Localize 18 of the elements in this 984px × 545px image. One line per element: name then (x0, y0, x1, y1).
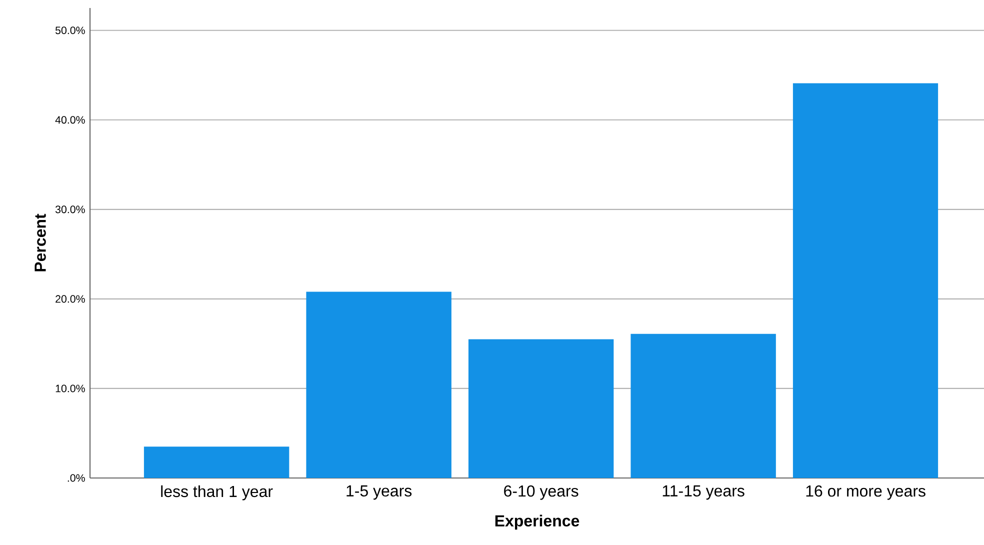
x-tick-label: less than 1 year (161, 485, 273, 500)
y-tick-label: 20.0% (56, 295, 85, 303)
bar (144, 446, 290, 478)
y-tick-label: 10.0% (56, 384, 85, 392)
bar (792, 83, 938, 478)
y-tick-label: 40.0% (55, 116, 85, 124)
bar (306, 292, 452, 478)
bar (468, 339, 614, 478)
bar (630, 334, 776, 478)
x-tick-label: 11-15 years (662, 485, 744, 500)
x-tick-label: 1-5 years (346, 485, 412, 500)
y-axis-title: Percent (34, 214, 46, 272)
x-tick-label: 6-10 years (504, 485, 578, 500)
y-tick-label: .0% (68, 474, 85, 482)
y-tick-label: 50.0% (55, 26, 85, 34)
x-tick-label: 16 or more years (806, 485, 926, 500)
x-axis-title: Experience (495, 514, 580, 530)
y-tick-label: 30.0% (55, 206, 85, 214)
